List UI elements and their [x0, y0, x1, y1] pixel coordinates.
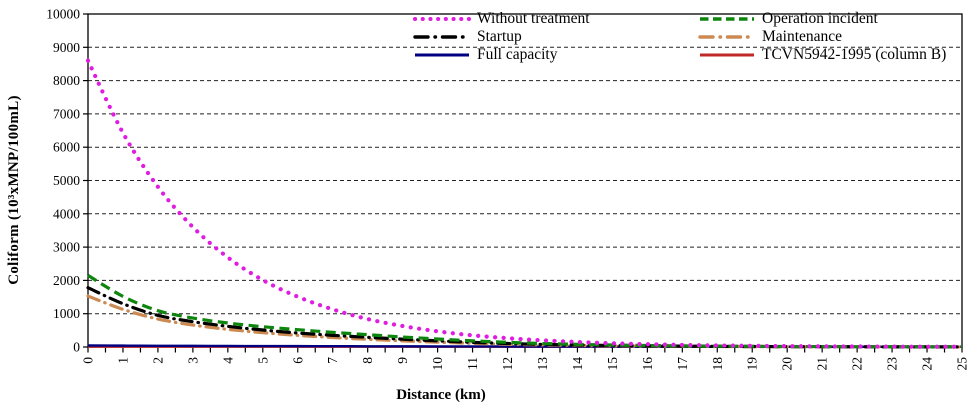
x-tick-label: 0	[81, 357, 96, 364]
series-dashed	[87, 274, 963, 349]
x-tick-label: 15	[605, 357, 620, 371]
y-tick-label: 5000	[53, 173, 80, 188]
series-dashdot	[86, 286, 964, 349]
x-tick-label: 18	[710, 357, 725, 371]
series-dotted	[85, 58, 965, 349]
x-tick-label: 11	[465, 357, 480, 370]
x-tick-label: 8	[360, 357, 375, 364]
y-tick-label: 0	[73, 340, 80, 355]
x-tick-label: 16	[640, 357, 655, 371]
x-tick-label: 23	[885, 357, 900, 371]
x-tick-label: 10	[430, 357, 445, 371]
y-tick-label: 1000	[53, 306, 80, 321]
x-tick-label: 24	[920, 357, 935, 371]
x-tick-label: 1	[115, 357, 130, 364]
x-tick-label: 2	[150, 357, 165, 364]
x-tick-label: 12	[500, 357, 515, 371]
y-axis-title: Coliform (10³xMNP/100mL)	[6, 95, 22, 285]
x-tick-label: 3	[185, 357, 200, 364]
x-tick-label: 9	[395, 357, 410, 364]
x-axis-title: Distance (km)	[396, 387, 486, 403]
y-tick-label: 9000	[53, 40, 80, 55]
x-tick-label: 7	[325, 357, 340, 364]
x-tick-label: 20	[780, 357, 795, 371]
x-tick-label: 6	[290, 357, 305, 364]
x-tick-label: 5	[255, 357, 270, 364]
y-tick-label: 2000	[53, 273, 80, 288]
x-tick-label: 19	[745, 357, 760, 371]
x-tick-label: 13	[535, 357, 550, 371]
x-tick-label: 14	[570, 357, 585, 371]
x-tick-label: 22	[850, 357, 865, 371]
x-tick-label: 21	[815, 357, 830, 371]
y-tick-label: 7000	[53, 106, 80, 121]
y-tick-label: 6000	[53, 140, 80, 155]
y-tick-label: 3000	[53, 240, 80, 255]
y-tick-label: 8000	[53, 73, 80, 88]
x-tick-label: 25	[955, 357, 970, 371]
y-tick-label: 10000	[46, 7, 80, 22]
x-tick-label: 4	[220, 357, 235, 364]
x-tick-label: 17	[675, 357, 690, 371]
y-tick-label: 4000	[53, 206, 80, 221]
